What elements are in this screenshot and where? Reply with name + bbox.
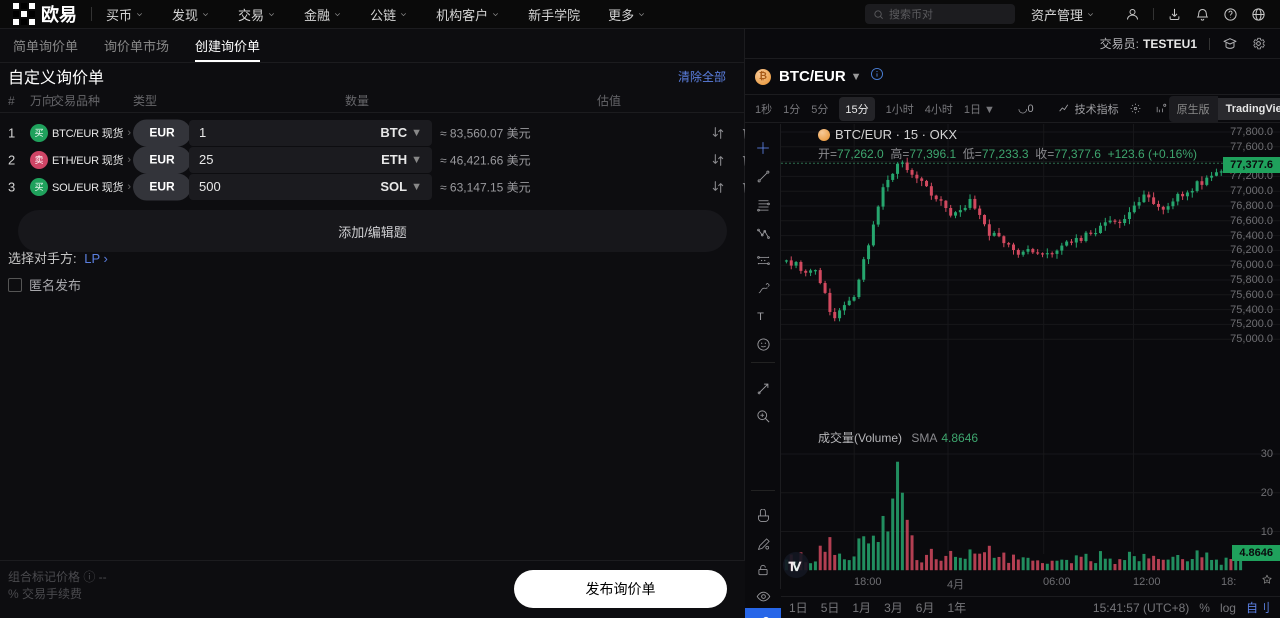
svg-text:T: T [757, 311, 764, 323]
